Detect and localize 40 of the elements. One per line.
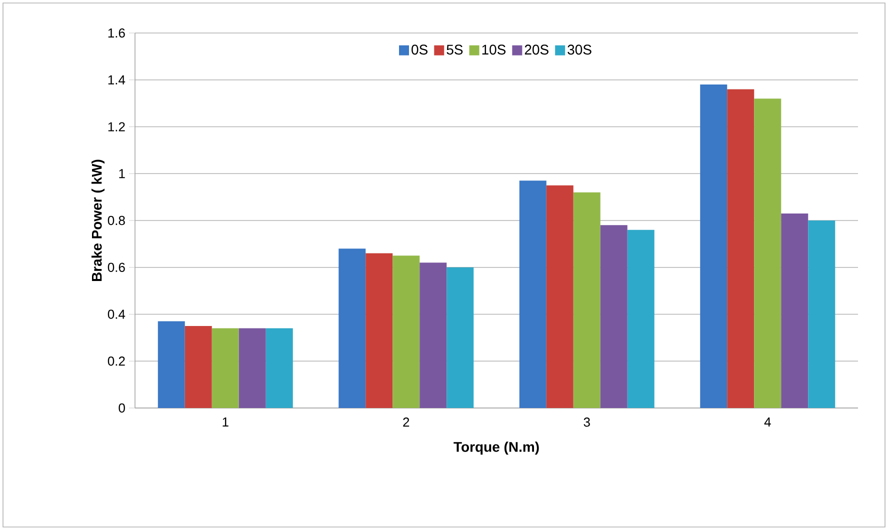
bar [627, 230, 654, 408]
x-tick-label: 4 [764, 418, 771, 426]
y-tick-label: 0.8 [108, 216, 125, 226]
bar [266, 328, 293, 408]
bar [600, 225, 628, 408]
y-tick-label: 1.6 [108, 28, 125, 38]
legend-label: 10S [482, 44, 506, 55]
bar [392, 256, 420, 408]
bar [158, 321, 185, 408]
bar [238, 328, 266, 408]
x-tick-label: 1 [222, 418, 228, 426]
bar [212, 328, 239, 408]
legend-label: 5S [446, 44, 463, 55]
bar [546, 185, 574, 408]
y-tick-label: 1 [119, 169, 125, 178]
bar [573, 192, 600, 408]
bar [366, 253, 393, 408]
y-tick-label: 0 [118, 403, 125, 413]
bar [727, 89, 754, 408]
bar [754, 98, 782, 408]
legend-label: 0S [412, 44, 428, 55]
bar [781, 213, 808, 408]
legend-label: 30S [568, 44, 592, 55]
y-tick-label: 1.2 [108, 122, 125, 132]
y-tick-label: 1.4 [108, 75, 126, 84]
bar [519, 180, 546, 408]
x-tick-label: 3 [584, 418, 590, 427]
y-axis-title: Brake Power ( kW) [91, 160, 105, 282]
y-tick-label: 0.4 [108, 310, 126, 319]
y-tick-label: 0.2 [108, 356, 125, 366]
bar [446, 267, 474, 408]
x-axis-title: Torque (N.m) [454, 442, 539, 455]
bar [420, 262, 447, 408]
x-tick-label: 2 [403, 418, 410, 427]
bar [338, 248, 366, 408]
bar [184, 326, 212, 408]
bar [808, 220, 836, 408]
y-tick-label: 0.6 [108, 262, 125, 272]
bar [700, 84, 728, 408]
legend-label: 20S [524, 44, 548, 55]
